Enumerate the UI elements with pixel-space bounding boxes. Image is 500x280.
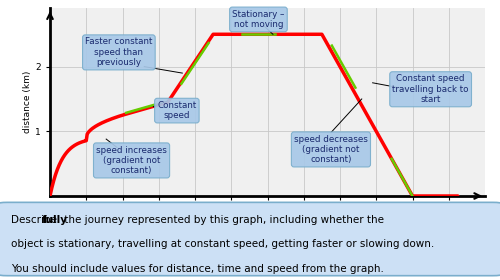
- Text: object is stationary, travelling at constant speed, getting faster or slowing do: object is stationary, travelling at cons…: [12, 239, 434, 249]
- Text: Faster constant
speed than
previously: Faster constant speed than previously: [85, 38, 152, 67]
- Text: Describe: Describe: [12, 215, 60, 225]
- Text: Stationary –
not moving: Stationary – not moving: [232, 10, 284, 29]
- Text: You should include values for distance, time and speed from the graph.: You should include values for distance, …: [12, 263, 384, 274]
- Text: speed decreases
(gradient not
constant): speed decreases (gradient not constant): [294, 134, 368, 164]
- Text: fully: fully: [42, 215, 68, 225]
- Text: Constant speed
travelling back to
start: Constant speed travelling back to start: [392, 74, 469, 104]
- Y-axis label: distance (km): distance (km): [24, 71, 32, 133]
- X-axis label: time
(minutes): time (minutes): [442, 215, 485, 235]
- Text: the journey represented by this graph, including whether the: the journey represented by this graph, i…: [61, 215, 384, 225]
- Text: speed increases
(gradient not
constant): speed increases (gradient not constant): [96, 146, 167, 175]
- Text: Constant
speed: Constant speed: [157, 101, 196, 120]
- FancyBboxPatch shape: [0, 202, 500, 276]
